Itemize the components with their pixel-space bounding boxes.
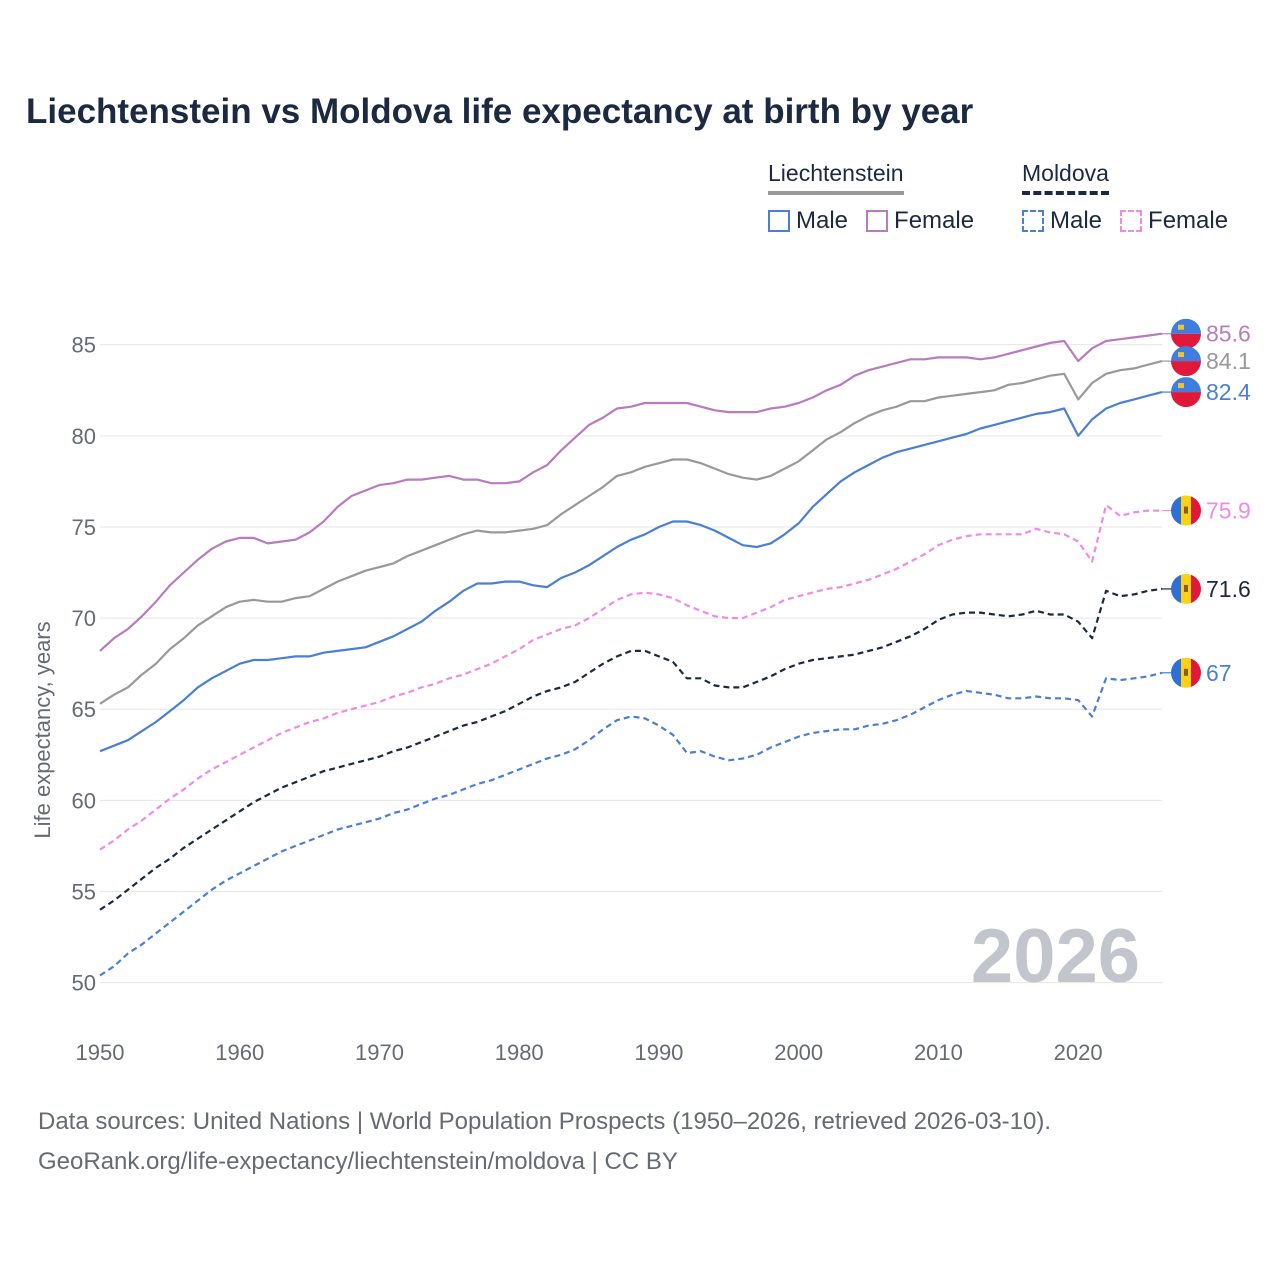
x-tick-label: 2020 [1054, 1040, 1103, 1065]
legend-label: Female [1148, 207, 1229, 234]
series-line-moldova-female [99, 504, 1162, 851]
legend-moldova: Moldova Male Female [1022, 160, 1228, 235]
legend-label: Female [894, 207, 975, 234]
y-tick-label: 75 [72, 515, 96, 540]
chart-title: Liechtenstein vs Moldova life expectancy… [26, 92, 974, 131]
legend-swatch-li-male [768, 210, 790, 232]
x-tick-label: 2000 [774, 1040, 823, 1065]
x-tick-label: 1980 [495, 1040, 544, 1065]
legend-swatch-md-male [1022, 210, 1044, 232]
legend-moldova-female[interactable]: Female [1120, 207, 1228, 235]
legend-liechtenstein: Liechtenstein Male Female [768, 160, 974, 235]
legend-swatch-md-female [1120, 210, 1143, 232]
y-tick-label: 65 [72, 697, 96, 722]
series-line-moldova-male [99, 671, 1163, 977]
series-line-liechtenstein-total [99, 360, 1163, 705]
end-value-label: 84.1 [1206, 348, 1251, 374]
series-line-moldova-total [99, 587, 1163, 911]
series-line-liechtenstein-male [99, 391, 1163, 753]
legend-liechtenstein-male[interactable]: Male [768, 207, 848, 235]
x-tick-label: 1970 [355, 1040, 404, 1065]
legend-label: Male [1050, 207, 1103, 234]
moldova-flag-icon [1171, 657, 1201, 688]
footer-attribution[interactable]: GeoRank.org/life-expectancy/liechtenstei… [38, 1148, 678, 1175]
end-value-label: 85.6 [1206, 321, 1251, 347]
liechtenstein-flag-icon [1171, 377, 1201, 408]
legend-liechtenstein-female[interactable]: Female [866, 207, 974, 235]
legend-swatch-li-female [866, 210, 889, 232]
moldova-flag-icon [1171, 495, 1201, 526]
y-tick-label: 55 [72, 880, 96, 905]
end-value-label: 82.4 [1206, 379, 1251, 405]
x-tick-label: 1950 [76, 1040, 125, 1065]
liechtenstein-flag-icon [1171, 318, 1201, 349]
series-line-liechtenstein-female [99, 332, 1163, 652]
legend-moldova-heading: Moldova [1022, 160, 1109, 195]
y-tick-label: 50 [72, 971, 96, 996]
x-tick-label: 1960 [215, 1040, 264, 1065]
x-tick-label: 2010 [914, 1040, 963, 1065]
end-value-label: 71.6 [1206, 576, 1251, 602]
year-watermark: 2026 [971, 914, 1140, 999]
liechtenstein-flag-icon [1171, 346, 1201, 377]
legend-liechtenstein-heading: Liechtenstein [768, 160, 904, 195]
footer-sources: Data sources: United Nations | World Pop… [38, 1108, 1052, 1135]
moldova-flag-icon [1171, 573, 1201, 604]
legend-label: Male [796, 207, 849, 234]
y-axis-label: Life expectancy, years [30, 621, 55, 838]
legend-moldova-male[interactable]: Male [1022, 207, 1102, 235]
end-value-label: 75.9 [1206, 498, 1251, 524]
y-tick-label: 70 [72, 606, 96, 631]
end-value-label: 67 [1206, 660, 1232, 686]
y-tick-label: 60 [72, 788, 96, 813]
y-tick-label: 85 [72, 333, 96, 358]
y-tick-label: 80 [72, 424, 96, 449]
x-tick-label: 1990 [634, 1040, 683, 1065]
